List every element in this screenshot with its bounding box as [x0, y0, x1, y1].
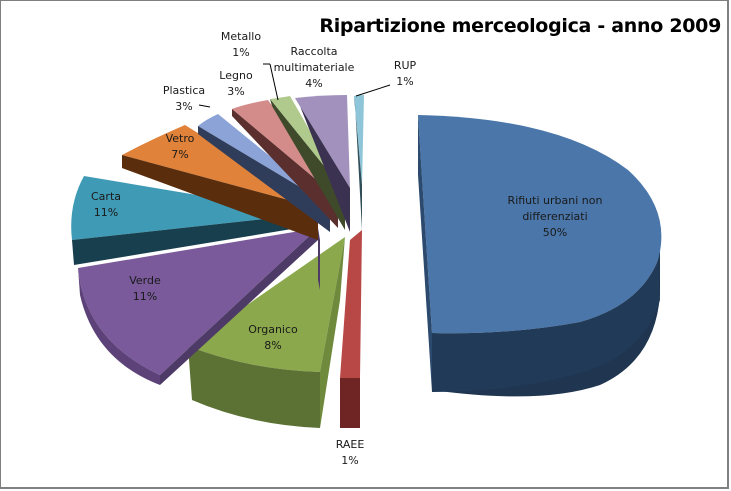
label-carta: Carta 11%	[81, 189, 131, 221]
leader-line-rup	[355, 84, 391, 97]
leader-line-metallo-2	[269, 63, 279, 101]
slice-verde[interactable]	[78, 228, 320, 385]
label-metallo: Metallo 1%	[215, 29, 267, 61]
label-raee-pct: 1%	[341, 454, 359, 467]
label-rup: RUP 1%	[385, 58, 425, 90]
label-multi-pct: 4%	[305, 77, 323, 90]
label-multi-name-1: Raccolta	[290, 45, 338, 58]
label-metallo-pct: 1%	[232, 46, 250, 59]
label-verde: Verde 11%	[120, 273, 170, 305]
label-organico-name: Organico	[248, 323, 298, 336]
slice-raccolta-multimateriale[interactable]	[295, 95, 350, 232]
label-carta-pct: 11%	[93, 206, 119, 219]
label-vetro-name: Vetro	[165, 132, 195, 145]
label-verde-pct: 11%	[132, 290, 158, 303]
label-vetro: Vetro 7%	[160, 131, 200, 163]
label-rifiuti-name-1: Rifiuti urbani non	[507, 194, 603, 207]
label-plastica: Plastica 3%	[158, 83, 210, 115]
label-legno: Legno 3%	[215, 68, 257, 100]
label-raee-name: RAEE	[335, 438, 365, 451]
label-organico-pct: 8%	[264, 339, 282, 352]
slice-organico[interactable]	[188, 237, 345, 428]
label-metallo-name: Metallo	[220, 30, 262, 43]
slice-legno[interactable]	[232, 100, 338, 228]
label-rup-pct: 1%	[396, 75, 414, 88]
label-rifiuti-name-2: differenziati	[522, 210, 588, 223]
slice-vetro[interactable]	[122, 125, 318, 240]
label-rifiuti-urbani: Rifiuti urbani non differenziati 50%	[480, 193, 630, 241]
label-raee: RAEE 1%	[325, 437, 375, 469]
label-plastica-name: Plastica	[162, 84, 206, 97]
label-carta-name: Carta	[91, 190, 121, 203]
label-organico: Organico 8%	[238, 322, 308, 354]
slice-carta[interactable]	[71, 176, 310, 265]
slice-rifiuti-urbani[interactable]	[418, 115, 662, 397]
label-vetro-pct: 7%	[171, 148, 189, 161]
slice-rup[interactable]	[354, 95, 364, 230]
label-legno-pct: 3%	[227, 85, 245, 98]
label-plastica-pct: 3%	[175, 100, 193, 113]
label-raccolta-multimateriale: Raccolta multimateriale 4%	[266, 44, 362, 92]
chart-title: Ripartizione merceologica - anno 2009	[319, 15, 721, 37]
label-verde-name: Verde	[129, 274, 161, 287]
leader-line-plastica	[198, 104, 211, 108]
label-rup-name: RUP	[393, 59, 417, 72]
slice-raee[interactable]	[340, 230, 362, 428]
label-rifiuti-pct: 50%	[542, 226, 568, 239]
label-multi-name-2: multimateriale	[273, 61, 355, 74]
label-legno-name: Legno	[219, 69, 253, 82]
